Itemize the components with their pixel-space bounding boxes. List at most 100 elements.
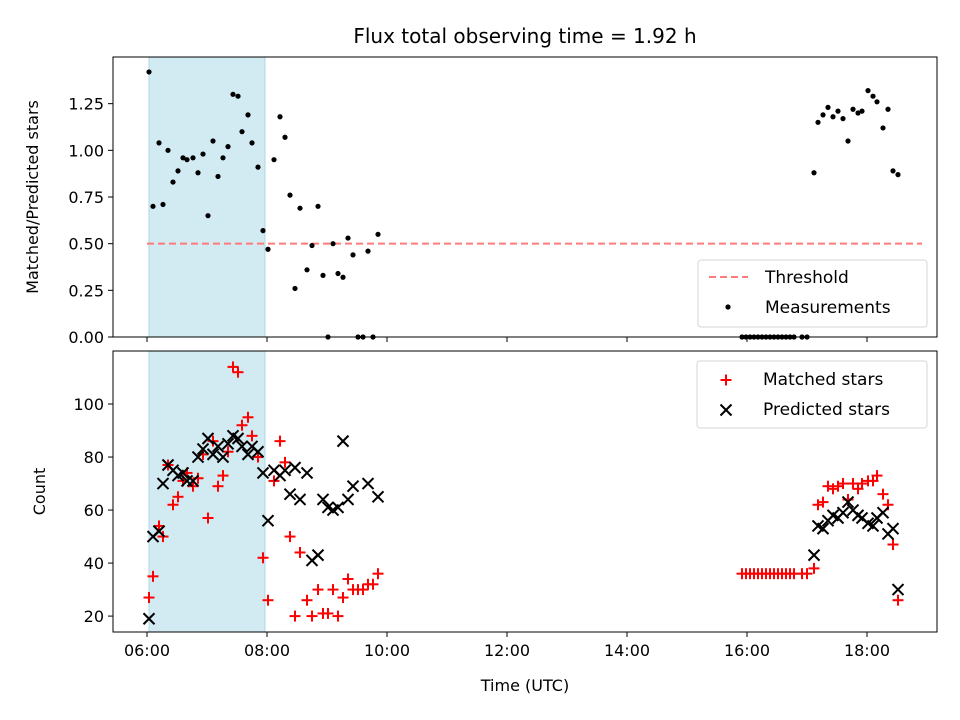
legend-threshold-label: Threshold bbox=[764, 268, 849, 288]
x-tick-label: 08:00 bbox=[244, 641, 290, 660]
predicted-star-point bbox=[316, 493, 330, 506]
matched-star-point bbox=[217, 470, 229, 482]
matched-star-point bbox=[892, 594, 904, 606]
x-marker-b bbox=[206, 448, 220, 461]
measurement-point bbox=[200, 151, 206, 157]
measurement-point bbox=[335, 270, 341, 277]
predicted-star-point bbox=[152, 525, 166, 538]
x-marker-b bbox=[235, 440, 249, 453]
matched-star-point bbox=[827, 483, 839, 495]
matched-star-point bbox=[212, 480, 224, 492]
predicted-star-point bbox=[288, 461, 302, 474]
measurement-point bbox=[330, 241, 336, 247]
matched-star-point bbox=[306, 610, 318, 622]
x-marker-b bbox=[231, 432, 245, 445]
measurement-point bbox=[840, 116, 846, 122]
legend-predicted-label: Predicted stars bbox=[763, 400, 890, 420]
measurement-point bbox=[249, 140, 255, 146]
x-marker-b bbox=[226, 429, 240, 443]
matched-star-point bbox=[262, 594, 274, 606]
matched-star-point bbox=[172, 491, 184, 503]
matched-star-point bbox=[312, 584, 324, 596]
measurement-point bbox=[865, 88, 871, 94]
top-y-tick-label: 1.25 bbox=[68, 95, 104, 114]
matched-star-point bbox=[187, 480, 199, 492]
x-marker-b bbox=[191, 450, 205, 464]
matched-star-point bbox=[289, 610, 301, 622]
matched-star-point bbox=[877, 488, 889, 500]
measurement-point bbox=[350, 252, 356, 258]
x-marker-b bbox=[156, 477, 170, 490]
x-marker-b bbox=[216, 450, 230, 464]
measurement-point bbox=[180, 155, 186, 161]
x-marker-b bbox=[256, 466, 270, 480]
measurement-point bbox=[282, 134, 288, 140]
predicted-star-point bbox=[293, 493, 307, 506]
measurement-point bbox=[210, 138, 216, 144]
measurement-point bbox=[235, 93, 241, 99]
top-legend-box bbox=[697, 259, 928, 328]
matched-star-point bbox=[301, 594, 313, 606]
matched-star-point bbox=[887, 539, 899, 551]
matched-star-point bbox=[342, 573, 354, 585]
measurement-point bbox=[184, 157, 190, 163]
measurement-point bbox=[870, 93, 876, 99]
measurement-point bbox=[825, 104, 831, 110]
measurement-point bbox=[225, 144, 231, 150]
matched-star-point bbox=[808, 562, 820, 574]
matched-star-point bbox=[817, 496, 829, 508]
x-marker-b bbox=[311, 548, 325, 562]
matched-star-point bbox=[832, 480, 844, 492]
measurement-point bbox=[845, 138, 851, 144]
bottom-subplot: 20 40 60 80 100 06:00 08:00 10:00 12:00 14:00 16:… bbox=[30, 350, 938, 695]
top-shaded-interval bbox=[148, 56, 266, 338]
measurement-point bbox=[855, 110, 861, 116]
matched-star-point bbox=[246, 430, 258, 442]
x-marker-b bbox=[152, 525, 166, 538]
x-marker-b bbox=[866, 519, 880, 533]
measurement-point bbox=[271, 157, 277, 163]
legend-measurements-label: Measurements bbox=[765, 298, 891, 318]
measurement-point bbox=[245, 112, 251, 118]
matched-star-point bbox=[153, 520, 165, 532]
measurement-point bbox=[297, 205, 303, 211]
measurement-point bbox=[835, 108, 841, 114]
x-marker-b bbox=[316, 493, 330, 506]
matched-star-point bbox=[227, 361, 239, 373]
matched-star-point bbox=[202, 512, 214, 524]
matched-star-point bbox=[332, 610, 344, 622]
matched-star-point bbox=[294, 546, 306, 558]
legend-predicted-swatch bbox=[719, 403, 733, 417]
matched-star-point bbox=[357, 584, 369, 596]
measurement-point bbox=[850, 106, 856, 112]
predicted-star-point bbox=[311, 548, 325, 562]
matched-star-point bbox=[257, 552, 269, 564]
x-marker-b bbox=[201, 432, 215, 445]
matched-star-point bbox=[322, 607, 334, 619]
measurement-point bbox=[230, 91, 236, 97]
x-tick-label: 16:00 bbox=[724, 641, 770, 660]
x-marker-b bbox=[891, 583, 905, 596]
predicted-star-point bbox=[816, 522, 830, 535]
bottom-y-tick-label: 80 bbox=[84, 448, 104, 467]
matched-star-point bbox=[284, 531, 296, 543]
legend-x-marker bbox=[719, 403, 733, 417]
predicted-star-point bbox=[176, 466, 190, 480]
matched-star-point bbox=[242, 411, 254, 423]
bottom-y-axis: 20 40 60 80 100 bbox=[73, 395, 113, 626]
legend-plus-marker bbox=[720, 374, 732, 386]
measurement-point bbox=[292, 285, 298, 292]
x-marker-b bbox=[807, 548, 821, 562]
measurement-point bbox=[895, 172, 901, 178]
predicted-star-point bbox=[283, 487, 297, 501]
predicted-star-point bbox=[241, 448, 255, 461]
predicted-star-point bbox=[251, 445, 265, 458]
bottom-x-axis: 06:00 08:00 10:00 12:00 14:00 16:00 18:00 bbox=[124, 632, 890, 660]
measurement-point bbox=[220, 155, 226, 161]
bottom-y-axis-label: Count bbox=[30, 468, 49, 516]
measurement-point bbox=[885, 106, 891, 112]
measurement-point bbox=[195, 170, 201, 176]
predicted-star-point bbox=[186, 474, 200, 488]
matched-star-point bbox=[856, 478, 868, 490]
